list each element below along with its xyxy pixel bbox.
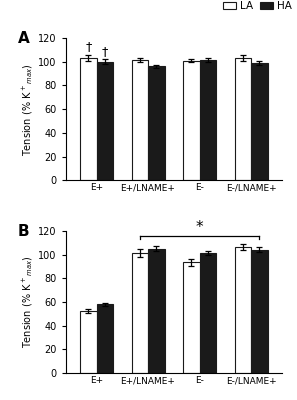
Y-axis label: Tension (% K$^+$$_{max}$): Tension (% K$^+$$_{max}$) [20, 63, 35, 156]
Text: †: † [85, 40, 91, 53]
Bar [80, 58, 97, 180]
Bar [200, 60, 216, 180]
Bar [97, 304, 113, 373]
Bar [235, 247, 251, 373]
Bar [148, 249, 165, 373]
Bar [251, 250, 268, 373]
Bar [183, 262, 200, 373]
Bar [235, 58, 251, 180]
Text: A: A [18, 31, 30, 46]
Bar [183, 60, 200, 180]
Y-axis label: Tension (% K$^+$$_{max}$): Tension (% K$^+$$_{max}$) [20, 256, 35, 348]
Bar [148, 66, 165, 180]
Legend: LA, HA: LA, HA [223, 1, 292, 11]
Text: †: † [102, 44, 108, 58]
Bar [97, 62, 113, 180]
Bar [251, 63, 268, 180]
Text: *: * [196, 220, 203, 235]
Bar [132, 253, 148, 373]
Bar [132, 60, 148, 180]
Bar [80, 311, 97, 373]
Bar [200, 253, 216, 373]
Text: B: B [18, 224, 30, 239]
